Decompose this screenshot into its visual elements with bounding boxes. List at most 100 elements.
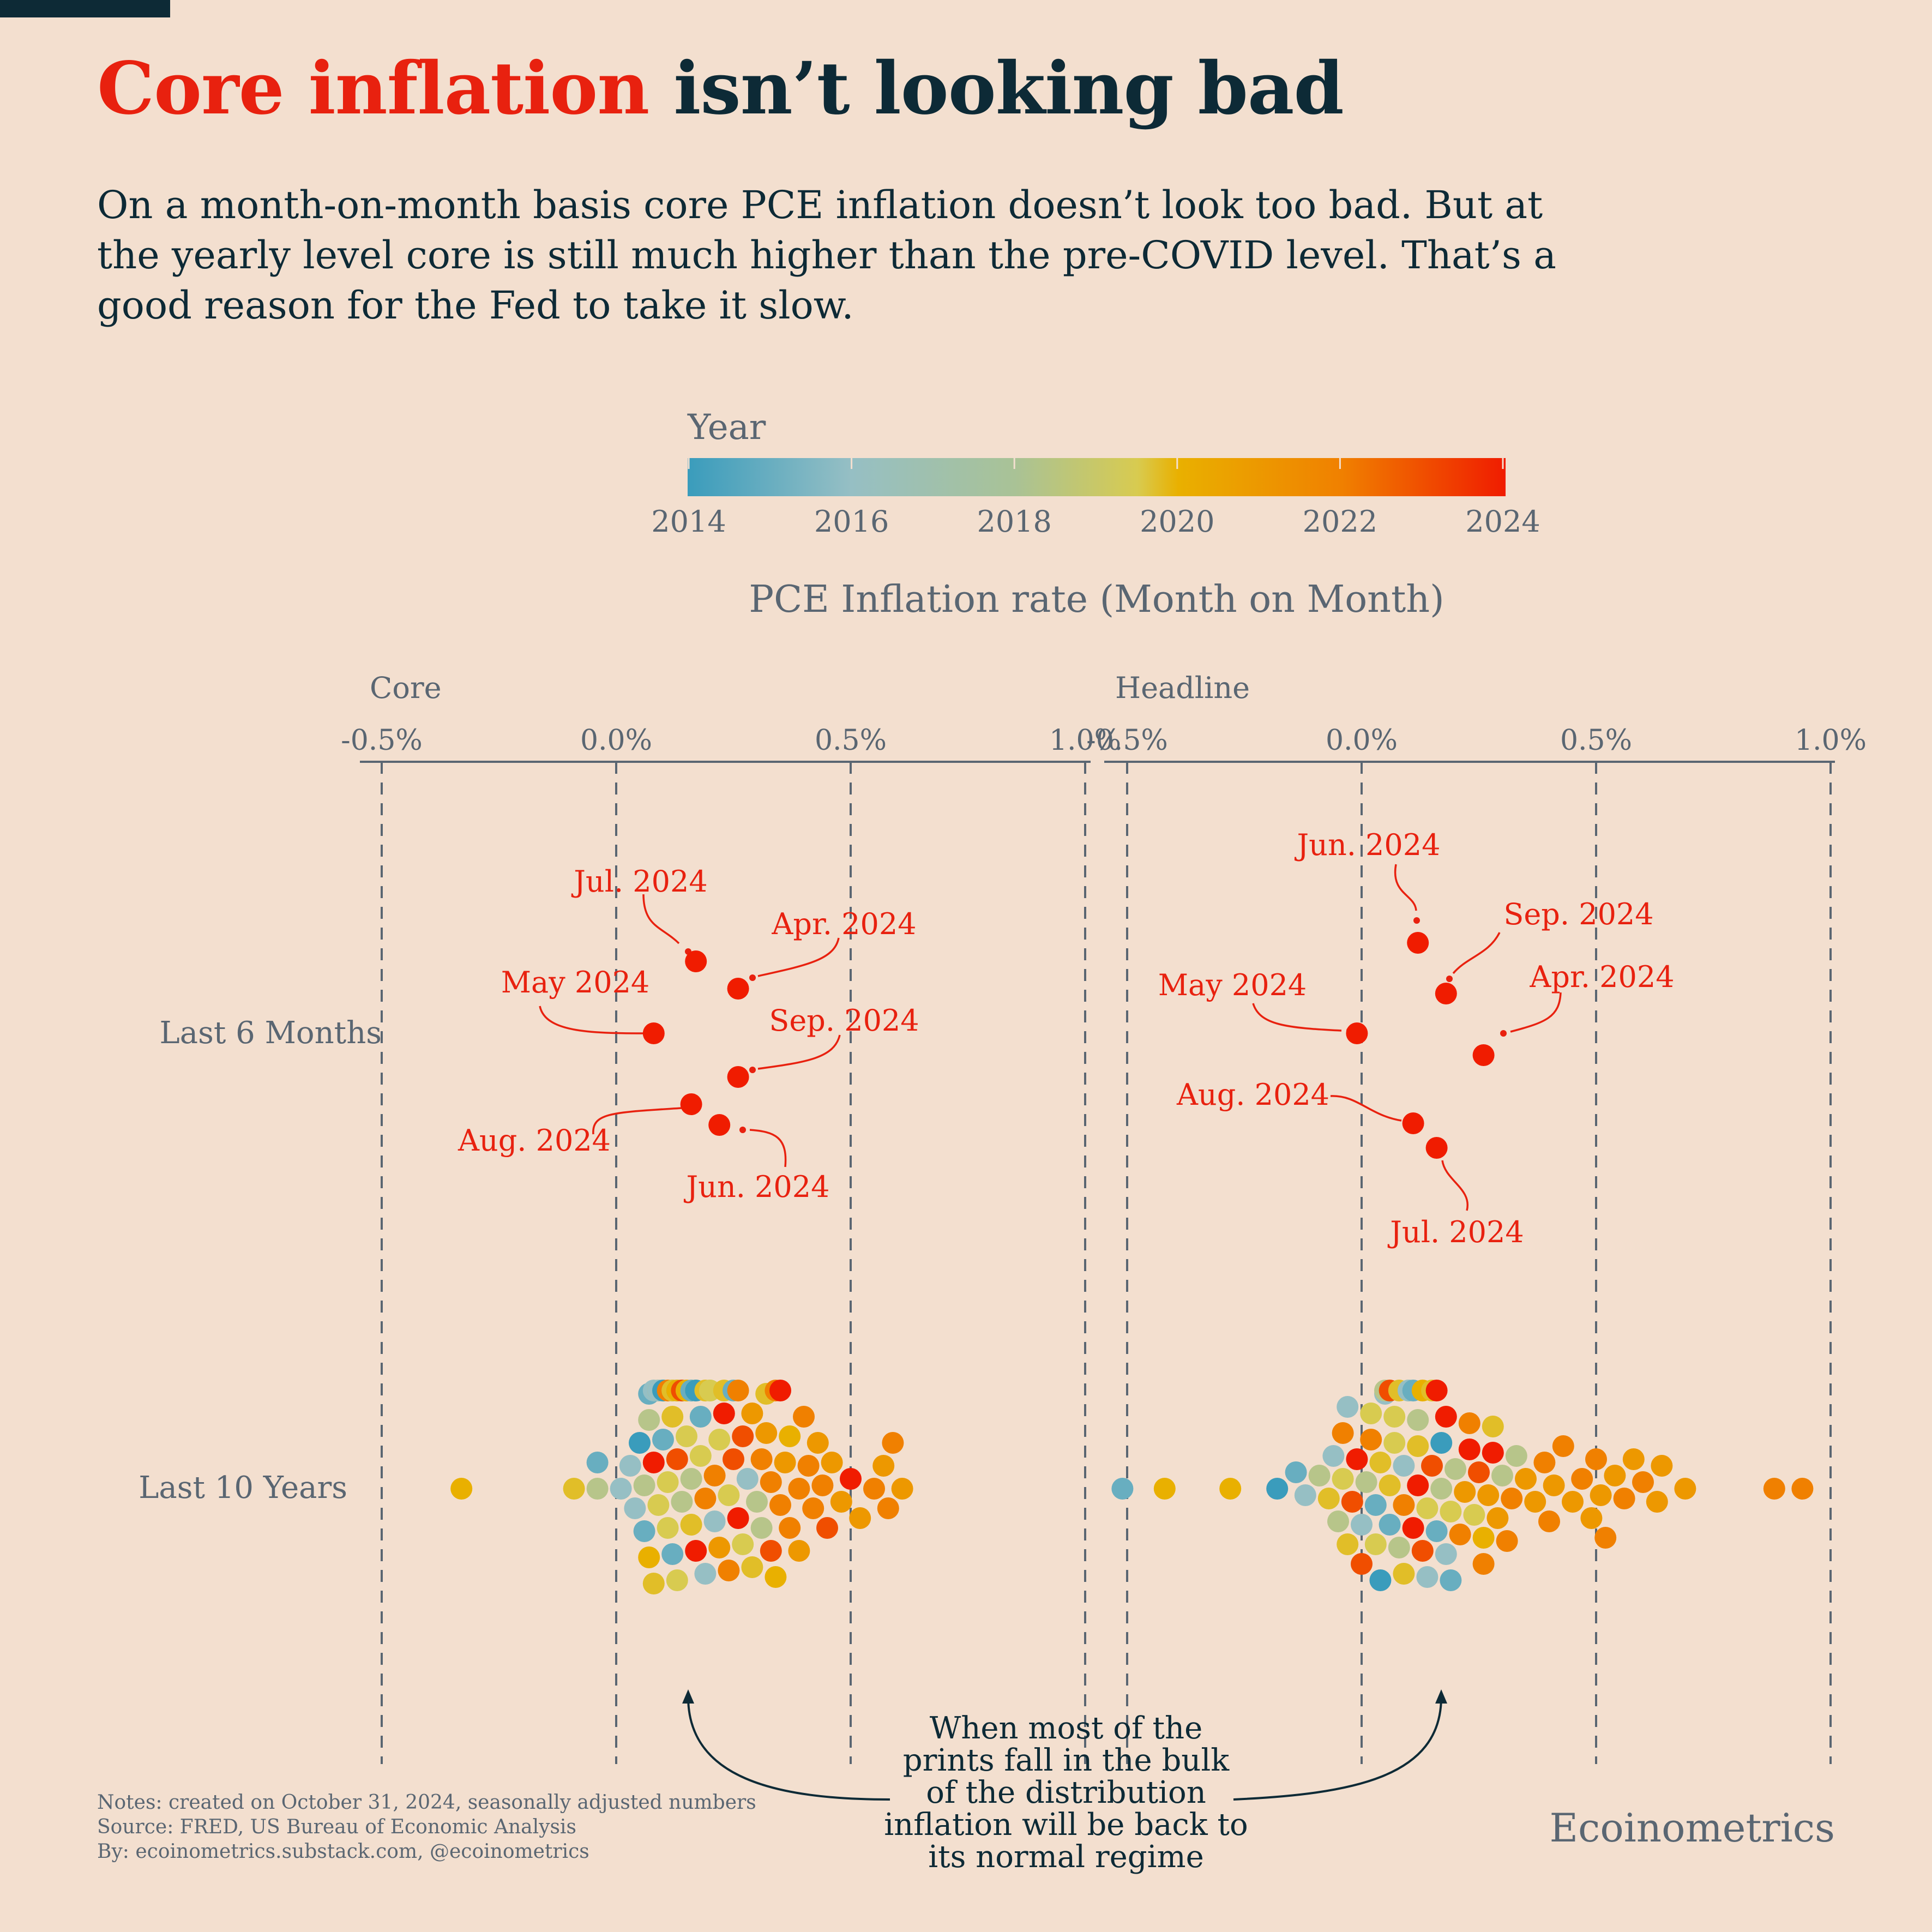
history-point [1468, 1461, 1490, 1483]
history-point [657, 1471, 679, 1493]
label-arrow [1330, 1095, 1402, 1122]
history-point [779, 1517, 801, 1539]
history-point [1379, 1474, 1401, 1496]
history-point [723, 1448, 744, 1470]
recent-point [685, 950, 707, 972]
history-point [732, 1533, 754, 1555]
recent-point [1425, 1137, 1448, 1159]
byline: By: ecoinometrics.substack.com, @ecoinom… [97, 1840, 589, 1863]
history-point [872, 1455, 895, 1477]
history-point [1351, 1514, 1373, 1536]
label-arrow [1452, 932, 1501, 974]
title-accent: Core inflation [97, 46, 649, 131]
history-point [802, 1497, 824, 1519]
label-arrowhead [739, 1127, 746, 1133]
history-point [1430, 1478, 1453, 1500]
history-point [689, 1445, 712, 1467]
label-arrowhead [1413, 917, 1420, 924]
label-arrow [1441, 1160, 1469, 1211]
history-point [1430, 1432, 1453, 1454]
history-point [1491, 1465, 1513, 1486]
history-point [676, 1425, 697, 1447]
history-point [1585, 1448, 1607, 1470]
history-point [1482, 1416, 1504, 1437]
legend-ticks: 2014 2016 2018 2020 2022 2024 [651, 458, 1540, 539]
history-point [1393, 1494, 1415, 1516]
x-tick-label: 0.0% [1326, 724, 1398, 757]
recent-point [727, 1066, 749, 1088]
history-point [1407, 1409, 1429, 1431]
history-point [806, 1432, 829, 1454]
history-point [1388, 1537, 1410, 1558]
history-point [633, 1474, 655, 1496]
history-point [1322, 1445, 1345, 1467]
history-point [1613, 1488, 1635, 1509]
source-line: Source: FRED, US Bureau of Economic Anal… [97, 1816, 576, 1838]
history-point [1393, 1563, 1415, 1585]
history-point [1407, 1474, 1429, 1496]
history-point [666, 1448, 688, 1470]
history-point [1458, 1412, 1480, 1434]
history-point [586, 1478, 609, 1500]
history-point [1651, 1455, 1673, 1477]
notes: Notes: created on October 31, 2024, seas… [97, 1790, 756, 1864]
history-point [1463, 1504, 1485, 1526]
history-point [750, 1448, 773, 1470]
history-point [680, 1514, 702, 1536]
recent-point-label: Jul. 2024 [571, 864, 707, 899]
x-tick-label: 0.5% [815, 724, 887, 757]
history-point [1571, 1468, 1593, 1490]
history-point [1543, 1474, 1565, 1496]
callout-text: When most of the prints fall in the bulk… [884, 1711, 1248, 1875]
history-point [689, 1406, 712, 1428]
history-point [1383, 1406, 1406, 1428]
history-point [760, 1471, 782, 1493]
x-tick-label: 0.5% [1560, 724, 1632, 757]
recent-point [1435, 983, 1457, 1004]
corner-accent-bar [0, 0, 170, 17]
recent-point [727, 978, 749, 1000]
recent-point-label: Aug. 2024 [1176, 1078, 1329, 1112]
recent-point-label: Jun. 2024 [1295, 828, 1441, 862]
history-point [1337, 1533, 1359, 1555]
history-point [1411, 1540, 1434, 1562]
legend-tick-label: 2014 [651, 504, 726, 539]
history-point [1454, 1481, 1476, 1503]
history-point [1524, 1491, 1546, 1513]
history-point [1590, 1484, 1612, 1506]
history-point [1266, 1478, 1289, 1500]
history-point [1505, 1445, 1527, 1467]
history-point [755, 1422, 778, 1444]
history-point [450, 1478, 473, 1500]
history-point [736, 1468, 759, 1490]
recent-point-label: Apr. 2024 [1529, 960, 1674, 994]
history-point [741, 1403, 763, 1424]
history-point [1360, 1403, 1382, 1424]
callout-arrowhead-right [1435, 1689, 1447, 1704]
history-point [779, 1425, 801, 1447]
history-point [1449, 1524, 1471, 1545]
history-point [1111, 1478, 1134, 1500]
history-point [863, 1478, 885, 1500]
history-point [1763, 1478, 1785, 1500]
history-point [1632, 1471, 1654, 1493]
history-point [1369, 1452, 1392, 1473]
row-label-history: Last 10 Years [139, 1470, 347, 1506]
history-point [638, 1546, 660, 1568]
history-point [638, 1409, 660, 1431]
history-point [727, 1507, 749, 1529]
history-point [1472, 1527, 1495, 1549]
history-point [793, 1406, 815, 1428]
history-point [1351, 1553, 1373, 1575]
history-point [713, 1403, 735, 1424]
history-point [1562, 1491, 1584, 1513]
history-point [750, 1517, 773, 1539]
history-point [1515, 1468, 1537, 1490]
recent-point [1472, 1044, 1495, 1066]
history-point [788, 1478, 810, 1500]
callout-arrow-right [1233, 1696, 1442, 1801]
recent-point-label: Sep. 2024 [1503, 897, 1653, 931]
panel-title: Core [370, 671, 442, 705]
history-point [703, 1510, 726, 1532]
history-point [1594, 1527, 1617, 1549]
